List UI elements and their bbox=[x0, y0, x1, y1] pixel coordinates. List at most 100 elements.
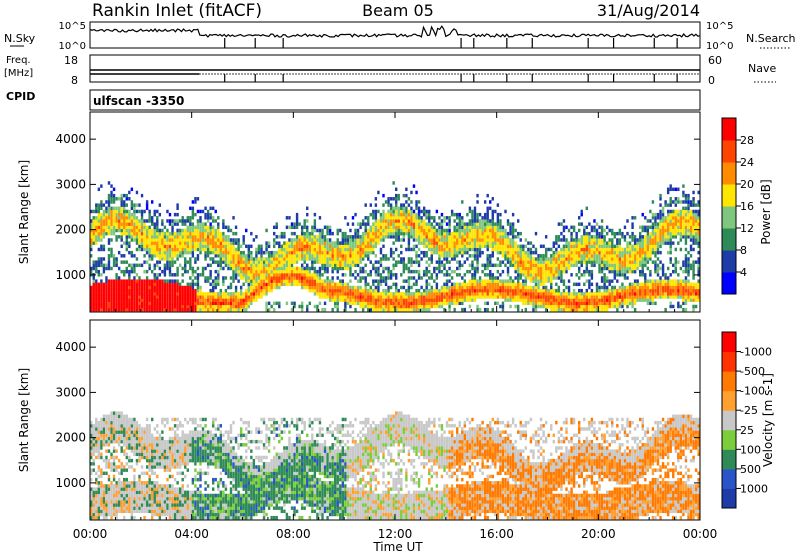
power-cell bbox=[247, 288, 250, 293]
power-cell bbox=[308, 273, 311, 277]
power-cell bbox=[290, 307, 294, 312]
power-cell bbox=[107, 260, 111, 264]
power-cell bbox=[151, 254, 154, 258]
power-cell bbox=[654, 285, 657, 290]
power-cell bbox=[341, 238, 345, 242]
power-cell bbox=[280, 244, 284, 249]
power-cell bbox=[611, 260, 614, 264]
power-cell bbox=[438, 235, 441, 239]
power-cell bbox=[473, 292, 477, 296]
power-cell bbox=[229, 266, 233, 271]
power-cell bbox=[572, 250, 576, 255]
power-cell bbox=[463, 298, 467, 302]
power-cell bbox=[395, 225, 398, 230]
power-cell bbox=[321, 285, 324, 290]
power-cell bbox=[552, 250, 555, 255]
power-cell bbox=[196, 244, 200, 249]
power-cell bbox=[430, 244, 433, 249]
power-cell bbox=[656, 295, 660, 299]
power-cell bbox=[506, 257, 510, 261]
power-cell bbox=[176, 279, 179, 283]
power-cell bbox=[95, 298, 98, 302]
power-cell bbox=[555, 288, 558, 293]
power-cell bbox=[328, 279, 332, 283]
power-cell bbox=[623, 285, 627, 290]
power-cell bbox=[506, 273, 510, 277]
power-cell bbox=[433, 266, 436, 271]
power-cell bbox=[478, 282, 482, 287]
power-cell bbox=[567, 257, 571, 261]
power-cell bbox=[537, 279, 540, 283]
power-cell bbox=[125, 292, 128, 296]
power-cell bbox=[552, 266, 555, 271]
power-cell bbox=[644, 298, 647, 302]
power-cell bbox=[395, 285, 398, 290]
power-cell bbox=[608, 269, 611, 274]
power-cell bbox=[206, 244, 210, 249]
power-cell bbox=[158, 250, 162, 255]
power-cell bbox=[486, 301, 489, 306]
power-cell bbox=[400, 222, 403, 226]
power-cell bbox=[145, 244, 149, 249]
power-cell bbox=[247, 247, 250, 252]
power-cell bbox=[583, 247, 586, 252]
power-cell bbox=[125, 266, 128, 271]
power-cell bbox=[527, 295, 530, 299]
power-cell bbox=[491, 235, 494, 239]
power-cell bbox=[611, 292, 614, 296]
power-cell bbox=[384, 288, 388, 293]
power-cell bbox=[285, 273, 289, 277]
power-cell bbox=[644, 279, 647, 283]
noise-line bbox=[89, 25, 701, 38]
power-cell bbox=[290, 222, 294, 226]
power-cell bbox=[524, 301, 528, 306]
power-cell bbox=[344, 273, 347, 277]
power-cell bbox=[532, 292, 535, 296]
power-cell bbox=[448, 292, 451, 296]
power-cell bbox=[605, 266, 609, 271]
power-cell bbox=[125, 260, 128, 264]
power-cell bbox=[491, 263, 494, 268]
power-cell bbox=[621, 231, 624, 236]
power-cell bbox=[242, 282, 245, 287]
power-cell bbox=[547, 266, 550, 271]
power-cell bbox=[585, 254, 589, 258]
power-cell bbox=[229, 257, 233, 261]
power-cell bbox=[491, 228, 494, 233]
power-cell bbox=[616, 307, 619, 312]
power-cell bbox=[133, 222, 136, 226]
power-cell bbox=[395, 206, 398, 211]
power-cell bbox=[537, 298, 540, 302]
power-cell bbox=[336, 288, 339, 293]
power-cell bbox=[255, 257, 258, 261]
power-cell bbox=[229, 241, 233, 245]
power-cell bbox=[583, 307, 586, 312]
power-cell bbox=[600, 285, 604, 290]
power-cell bbox=[92, 279, 95, 283]
power-cell bbox=[151, 285, 154, 290]
power-cell bbox=[135, 263, 139, 268]
power-cell bbox=[313, 276, 317, 280]
power-cell bbox=[534, 298, 538, 302]
power-cell bbox=[209, 235, 212, 239]
power-cell bbox=[222, 307, 225, 312]
power-cell bbox=[544, 266, 548, 271]
power-cell bbox=[125, 301, 128, 306]
power-cell bbox=[300, 285, 304, 290]
power-cell bbox=[214, 279, 217, 283]
power-cell bbox=[222, 241, 225, 245]
power-cell bbox=[125, 298, 128, 302]
power-cell bbox=[539, 257, 543, 261]
power-cell bbox=[377, 219, 380, 223]
power-cell bbox=[331, 247, 334, 252]
power-cell bbox=[435, 295, 439, 299]
power-cell bbox=[420, 298, 423, 302]
power-cell bbox=[135, 292, 139, 296]
power-cell bbox=[316, 273, 319, 277]
power-cell bbox=[458, 212, 461, 217]
power-cell bbox=[166, 304, 169, 309]
power-cell bbox=[580, 263, 583, 268]
power-cell bbox=[527, 266, 530, 271]
power-cell bbox=[344, 260, 347, 264]
power-cell bbox=[181, 285, 184, 290]
